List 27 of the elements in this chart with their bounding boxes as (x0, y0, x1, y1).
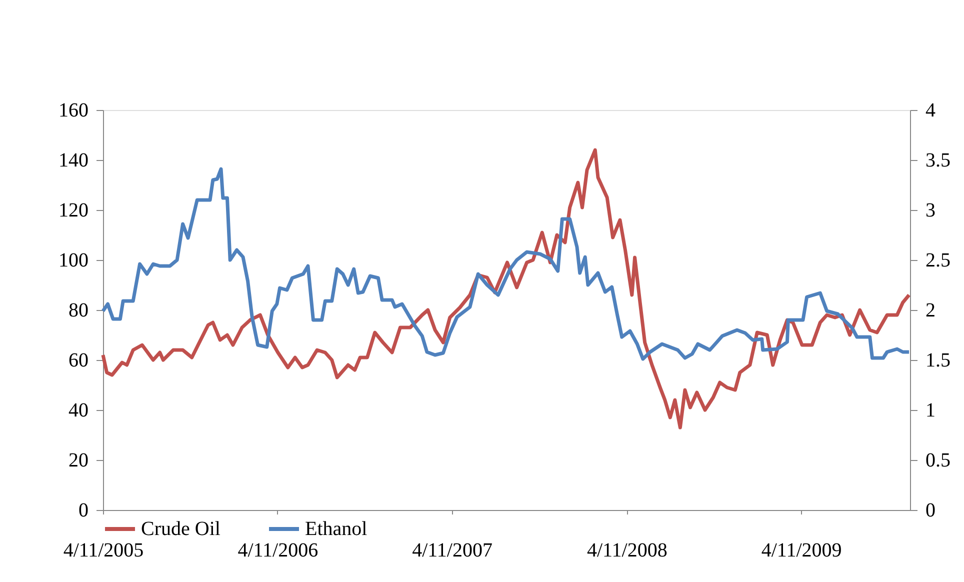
x-tick-label: 4/11/2006 (238, 540, 318, 562)
legend-label: Crude Oil (141, 518, 221, 540)
y-tick-label: 80 (68, 300, 88, 322)
y2-tick-label: 0 (926, 500, 936, 522)
line-series (101, 167, 911, 361)
y2-tick-label: 4 (926, 100, 936, 122)
x-tick-label: 4/11/2008 (586, 540, 668, 562)
y-tick-label: 0 (78, 500, 88, 522)
y2-tick-label: 2.5 (926, 250, 950, 272)
y2-tick-label: 1 (926, 400, 936, 422)
y2-tick-label: 2 (926, 300, 936, 322)
y2-tick-label: 1.5 (926, 350, 950, 372)
x-tick-label: 4/11/2005 (63, 540, 144, 562)
y-tick-label: 140 (58, 150, 88, 172)
legend-label: Ethanol (305, 518, 368, 540)
y-tick-label: 20 (68, 450, 88, 472)
y-tick-label: 40 (68, 400, 88, 422)
y-tick-label: 60 (68, 350, 88, 372)
y-tick-label: 120 (58, 200, 88, 222)
y2-tick-label: 3 (926, 200, 936, 222)
y-tick-label: 100 (58, 250, 88, 272)
y-tick-label: 160 (58, 100, 88, 122)
line-series (101, 148, 911, 430)
x-tick-label: 4/11/2009 (761, 540, 842, 562)
y2-tick-label: 3.5 (926, 150, 950, 172)
y2-tick-label: 0.5 (926, 450, 950, 472)
x-tick-label: 4/11/2007 (412, 540, 492, 562)
